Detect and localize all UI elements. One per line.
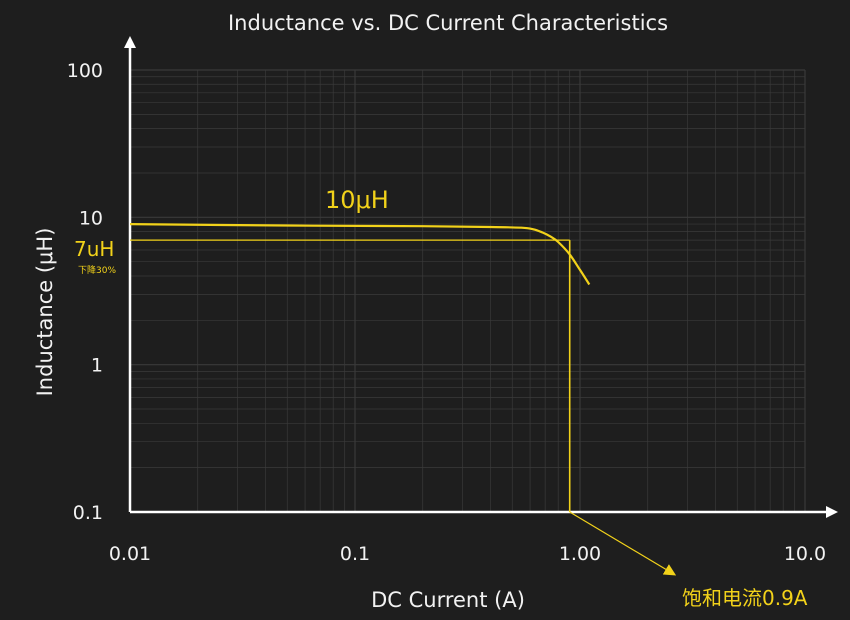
x-tick-label: 1.00 — [559, 543, 601, 565]
axes — [124, 36, 838, 518]
labels: Inductance vs. DC Current Characteristic… — [33, 11, 826, 612]
x-tick-label: 0.1 — [340, 543, 370, 565]
series — [129, 223, 591, 286]
inductance-curve — [129, 223, 591, 286]
saturation-arrow — [569, 511, 677, 576]
y-tick-label: 10 — [79, 207, 103, 229]
chart-title: Inductance vs. DC Current Characteristic… — [228, 11, 668, 35]
x-tick-label: 0.01 — [109, 543, 151, 565]
grid — [129, 69, 806, 513]
reference-lines — [130, 239, 677, 576]
saturation-label: 饱和电流0.9A — [682, 586, 808, 610]
y-tick-label: 100 — [67, 60, 103, 82]
y-tick-label: 1 — [91, 355, 103, 377]
drop-label: 下降30% — [78, 264, 116, 276]
x-tick-label: 10.0 — [784, 543, 826, 565]
x-axis-label: DC Current (A) — [371, 588, 525, 612]
x-axis-arrow-icon — [826, 506, 838, 518]
y-axis-arrow-icon — [124, 36, 136, 48]
curve-label: 10μH — [325, 186, 389, 214]
y-tick-label: 0.1 — [73, 502, 103, 524]
y-axis-label: Inductance (μH) — [33, 228, 57, 397]
level-label: 7uH — [74, 237, 114, 261]
